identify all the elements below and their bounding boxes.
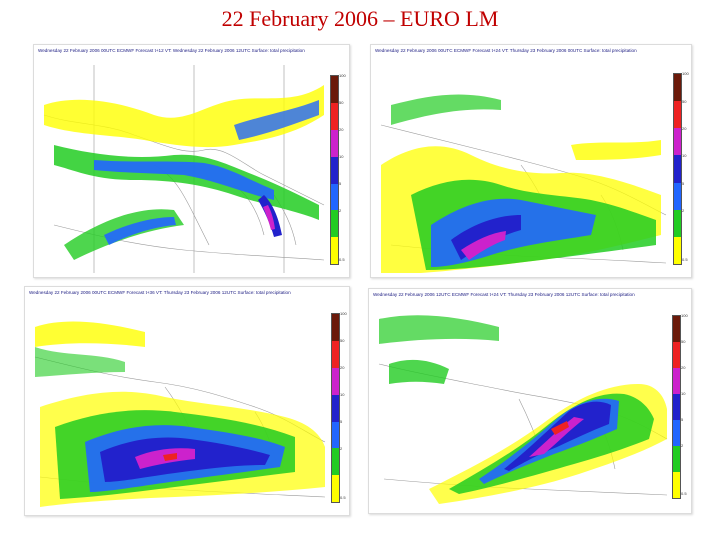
scale-tick: 0.5 bbox=[681, 491, 687, 496]
scale-tick: 10 bbox=[340, 392, 345, 397]
page-title: 22 February 2006 – EURO LM bbox=[221, 6, 499, 31]
map-header: Wednesday 22 February 2006 00UTC ECMWF F… bbox=[375, 48, 637, 53]
scale-tick: 50 bbox=[340, 338, 345, 343]
scale-tick: 100 bbox=[682, 71, 689, 76]
scale-tick: 2 bbox=[681, 443, 684, 448]
forecast-map-panel-2: Wednesday 22 February 2006 00UTC ECMWF F… bbox=[370, 44, 692, 278]
scale-tick: 50 bbox=[681, 339, 686, 344]
scale-tick: 100 bbox=[339, 73, 346, 78]
scale-tick: 0.5 bbox=[682, 257, 688, 262]
scale-tick: 50 bbox=[682, 99, 687, 104]
scale-tick: 5 bbox=[339, 181, 342, 186]
map-header: Wednesday 22 February 2006 12UTC ECMWF F… bbox=[373, 292, 635, 297]
scale-tick: 5 bbox=[340, 419, 343, 424]
precipitation-map bbox=[29, 301, 327, 511]
scale-tick: 20 bbox=[339, 127, 344, 132]
precipitation-map bbox=[38, 59, 328, 273]
forecast-map-panel-1: Wednesday 22 February 2006 00UTC ECMWF F… bbox=[33, 44, 350, 278]
map-header: Wednesday 22 February 2006 00UTC ECMWF F… bbox=[38, 48, 305, 53]
forecast-map-panel-3: Wednesday 22 February 2006 00UTC ECMWF F… bbox=[24, 286, 350, 516]
scale-tick: 0.5 bbox=[339, 257, 345, 262]
scale-tick: 5 bbox=[682, 181, 685, 186]
scale-tick: 20 bbox=[340, 365, 345, 370]
color-scale-bar bbox=[331, 313, 340, 503]
precipitation-map bbox=[373, 303, 669, 509]
scale-tick: 10 bbox=[681, 391, 686, 396]
scale-tick: 0.5 bbox=[340, 495, 346, 500]
color-scale-bar bbox=[330, 75, 339, 265]
scale-tick: 2 bbox=[339, 208, 342, 213]
scale-tick: 50 bbox=[339, 100, 344, 105]
color-scale-bar bbox=[672, 315, 681, 499]
scale-tick: 10 bbox=[339, 154, 344, 159]
map-header: Wednesday 22 February 2006 00UTC ECMWF F… bbox=[29, 290, 291, 295]
scale-tick: 5 bbox=[681, 417, 684, 422]
scale-tick: 10 bbox=[682, 153, 687, 158]
scale-tick: 2 bbox=[682, 208, 685, 213]
precipitation-map bbox=[375, 59, 670, 273]
scale-tick: 100 bbox=[340, 311, 347, 316]
precip-field bbox=[44, 85, 324, 260]
precip-field bbox=[379, 315, 667, 504]
precip-field bbox=[381, 94, 661, 273]
scale-tick: 2 bbox=[340, 446, 343, 451]
color-scale-bar bbox=[673, 73, 682, 265]
scale-tick: 20 bbox=[682, 126, 687, 131]
precip-field bbox=[35, 321, 325, 507]
scale-tick: 100 bbox=[681, 313, 688, 318]
forecast-map-panel-4: Wednesday 22 February 2006 12UTC ECMWF F… bbox=[368, 288, 692, 514]
scale-tick: 20 bbox=[681, 365, 686, 370]
